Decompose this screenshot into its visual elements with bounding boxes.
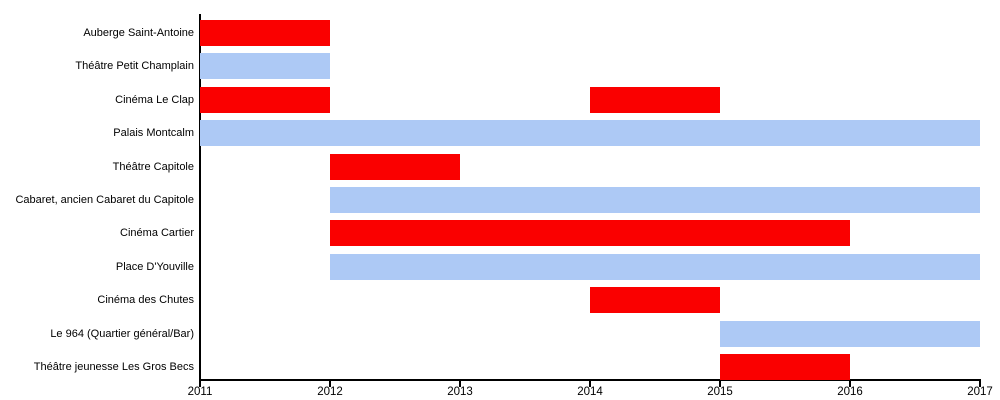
x-tick <box>459 381 461 387</box>
gantt-bar-red <box>590 86 720 113</box>
gantt-bar-red <box>330 153 460 180</box>
category-label: Cinéma Le Clap <box>115 93 194 106</box>
category-label: Auberge Saint-Antoine <box>83 27 194 39</box>
gantt-bar-red <box>590 287 720 314</box>
gantt-bar-blue <box>330 253 980 280</box>
category-label: Théâtre Capitole <box>112 160 194 173</box>
x-tick <box>589 381 591 387</box>
category-label: Théâtre Petit Champlain <box>75 60 194 73</box>
x-tick-label: 2017 <box>967 386 993 398</box>
x-tick <box>979 381 981 387</box>
gantt-bar-blue <box>200 53 330 80</box>
category-label: Palais Montcalm <box>113 127 194 140</box>
x-tick-label: 2011 <box>187 386 213 398</box>
x-tick-label: 2013 <box>447 386 473 398</box>
category-label: Cinéma des Chutes <box>97 294 194 307</box>
gantt-bar-blue <box>200 120 980 147</box>
x-tick-label: 2016 <box>837 386 863 398</box>
category-label: Cabaret, ancien Cabaret du Capitole <box>15 194 194 206</box>
gantt-bar-red <box>200 20 330 46</box>
gantt-bar-blue <box>720 320 980 347</box>
x-tick-label: 2015 <box>707 386 733 398</box>
gantt-bar-red <box>720 354 850 380</box>
x-tick <box>199 381 201 387</box>
category-label: Théâtre jeunesse Les Gros Becs <box>33 361 194 373</box>
gantt-bar-red <box>330 220 850 247</box>
gantt-bar-red <box>200 86 330 113</box>
x-tick-label: 2012 <box>317 386 343 398</box>
y-axis <box>199 14 201 381</box>
x-tick-label: 2014 <box>577 386 603 398</box>
category-label: Place D'Youville <box>115 260 194 273</box>
x-tick <box>719 381 721 387</box>
x-tick <box>849 381 851 387</box>
gantt-bar-blue <box>330 187 980 213</box>
x-tick <box>329 381 331 387</box>
x-axis <box>199 379 981 381</box>
category-label: Le 964 (Quartier général/Bar) <box>50 327 194 340</box>
category-label: Cinéma Cartier <box>120 227 194 240</box>
